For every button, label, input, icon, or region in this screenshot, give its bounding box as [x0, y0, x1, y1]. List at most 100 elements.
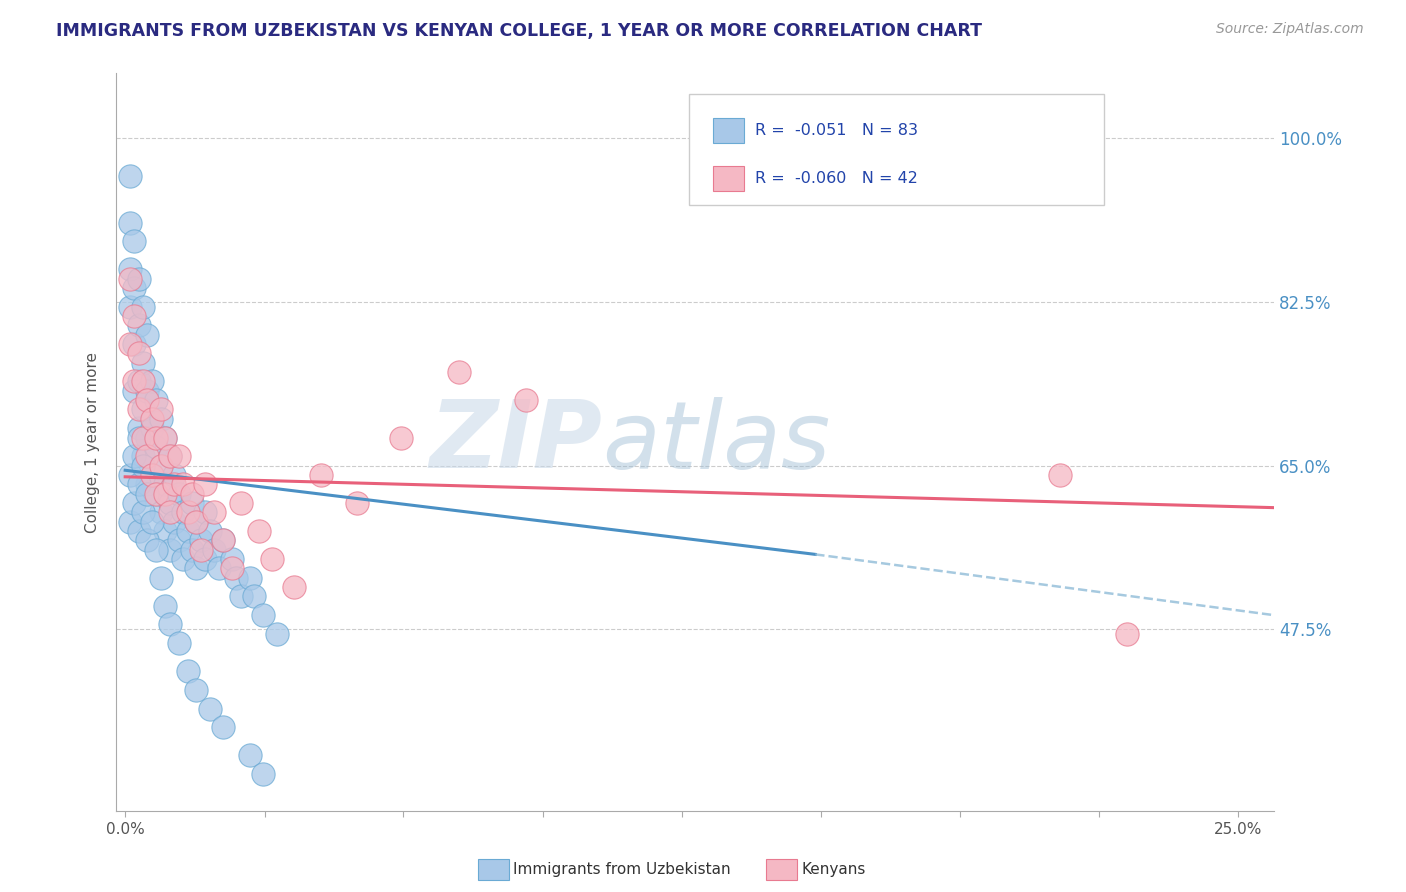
Point — [167, 636, 190, 650]
Point — [122, 234, 145, 248]
Point — [145, 440, 167, 454]
Point — [122, 496, 145, 510]
Text: ZIP: ZIP — [430, 396, 603, 488]
Point — [167, 449, 190, 463]
Point — [186, 515, 208, 529]
Point — [221, 561, 243, 575]
Point — [243, 590, 266, 604]
Text: Source: ZipAtlas.com: Source: ZipAtlas.com — [1216, 22, 1364, 37]
Point — [186, 682, 208, 697]
Point — [172, 477, 194, 491]
Point — [449, 365, 471, 379]
Point — [208, 561, 231, 575]
Point — [118, 515, 141, 529]
Point — [128, 524, 150, 538]
Point — [122, 384, 145, 398]
Text: R =  -0.060   N = 42: R = -0.060 N = 42 — [755, 170, 918, 186]
Point — [132, 375, 155, 389]
Point — [212, 720, 235, 734]
Point — [128, 421, 150, 435]
Point — [136, 533, 159, 548]
Point — [309, 467, 332, 482]
Point — [155, 486, 177, 500]
Point — [172, 552, 194, 566]
Point — [159, 505, 181, 519]
Point — [252, 608, 274, 623]
Point — [122, 337, 145, 351]
Point — [155, 477, 177, 491]
Point — [128, 346, 150, 360]
Point — [145, 486, 167, 500]
Point — [136, 327, 159, 342]
Point — [132, 431, 155, 445]
Point — [194, 505, 217, 519]
Point — [389, 431, 412, 445]
Point — [159, 449, 181, 463]
Point — [141, 515, 163, 529]
Point — [141, 467, 163, 482]
Point — [266, 627, 288, 641]
Text: R =  -0.051   N = 83: R = -0.051 N = 83 — [755, 123, 918, 138]
Point — [221, 552, 243, 566]
Point — [155, 599, 177, 613]
Point — [159, 449, 181, 463]
Point — [1049, 467, 1071, 482]
Point — [186, 561, 208, 575]
Point — [128, 318, 150, 333]
Text: Immigrants from Uzbekistan: Immigrants from Uzbekistan — [513, 863, 731, 877]
Point — [163, 467, 186, 482]
Point — [515, 393, 537, 408]
Point — [132, 458, 155, 473]
Point — [163, 515, 186, 529]
Point — [198, 524, 221, 538]
Point — [136, 393, 159, 408]
Point — [181, 496, 204, 510]
Point — [159, 496, 181, 510]
Point — [198, 701, 221, 715]
Point — [141, 412, 163, 426]
Point — [159, 617, 181, 632]
Point — [128, 477, 150, 491]
Point — [190, 533, 212, 548]
Point — [181, 542, 204, 557]
Point — [176, 505, 198, 519]
Text: Kenyans: Kenyans — [801, 863, 866, 877]
Point — [118, 337, 141, 351]
Point — [136, 384, 159, 398]
Point — [1116, 627, 1139, 641]
Point — [239, 748, 262, 763]
Point — [145, 486, 167, 500]
Point — [141, 467, 163, 482]
Point — [186, 515, 208, 529]
Point — [122, 449, 145, 463]
Point — [159, 542, 181, 557]
Point — [118, 467, 141, 482]
Point — [229, 590, 252, 604]
Point — [149, 458, 172, 473]
Point — [141, 375, 163, 389]
Point — [172, 505, 194, 519]
Point — [181, 486, 204, 500]
Point — [132, 356, 155, 370]
Point — [167, 533, 190, 548]
Point — [128, 375, 150, 389]
Point — [202, 542, 225, 557]
Point — [132, 300, 155, 314]
Point — [136, 431, 159, 445]
Y-axis label: College, 1 year or more: College, 1 year or more — [86, 351, 100, 533]
Point — [149, 505, 172, 519]
Point — [229, 496, 252, 510]
Point — [136, 486, 159, 500]
Point — [132, 449, 155, 463]
Point — [128, 271, 150, 285]
Point — [145, 542, 167, 557]
Point — [141, 421, 163, 435]
Point — [149, 571, 172, 585]
Point — [167, 486, 190, 500]
Point — [346, 496, 368, 510]
Point — [194, 477, 217, 491]
Point — [163, 477, 186, 491]
Point — [225, 571, 247, 585]
Point — [145, 431, 167, 445]
Point — [190, 542, 212, 557]
